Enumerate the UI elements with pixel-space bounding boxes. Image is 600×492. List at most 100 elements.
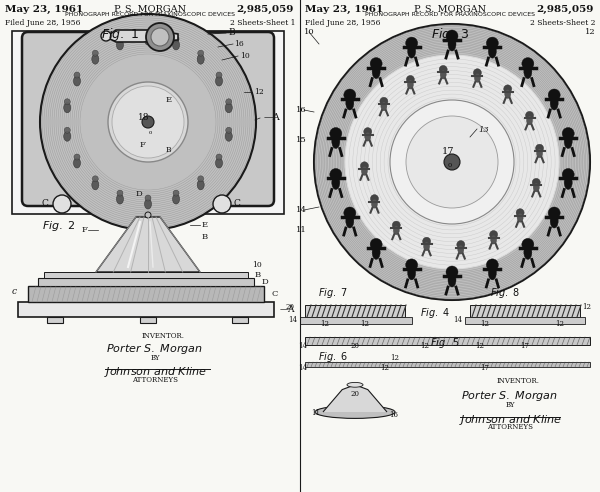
Ellipse shape <box>145 199 151 209</box>
Circle shape <box>444 154 460 170</box>
Text: 11: 11 <box>296 226 307 234</box>
Circle shape <box>344 207 356 219</box>
Ellipse shape <box>215 158 223 168</box>
Text: F: F <box>82 226 88 234</box>
Text: 12: 12 <box>391 354 400 362</box>
Circle shape <box>117 190 123 196</box>
Circle shape <box>64 99 70 105</box>
Ellipse shape <box>488 44 496 58</box>
Circle shape <box>101 31 111 41</box>
Text: Filed June 28, 1956: Filed June 28, 1956 <box>5 19 80 27</box>
Text: 12: 12 <box>421 342 430 350</box>
Text: 12: 12 <box>582 303 591 311</box>
Text: $\mathit{Fig.\ 5}$: $\mathit{Fig.\ 5}$ <box>430 336 460 350</box>
Ellipse shape <box>550 96 558 110</box>
Ellipse shape <box>524 246 532 259</box>
Bar <box>47 317 63 323</box>
Text: 2 Sheets-Sheet 2: 2 Sheets-Sheet 2 <box>530 19 595 27</box>
Text: 12: 12 <box>585 28 596 36</box>
Text: E: E <box>166 96 172 104</box>
Text: 12: 12 <box>380 364 389 372</box>
Circle shape <box>145 195 151 201</box>
Text: PHONOGRAPH RECORD FOR PRAXINOSCOPIC DEVICES: PHONOGRAPH RECORD FOR PRAXINOSCOPIC DEVI… <box>365 12 535 17</box>
Circle shape <box>40 14 256 230</box>
Text: 16: 16 <box>234 40 244 48</box>
Text: May 23, 1961: May 23, 1961 <box>5 5 83 14</box>
Text: B: B <box>228 28 235 37</box>
Circle shape <box>146 23 174 51</box>
Circle shape <box>406 259 418 271</box>
Circle shape <box>532 179 540 186</box>
Circle shape <box>112 86 184 158</box>
Text: 11: 11 <box>311 409 320 417</box>
Ellipse shape <box>448 273 456 287</box>
Ellipse shape <box>215 76 223 86</box>
Ellipse shape <box>346 214 354 228</box>
Circle shape <box>344 89 356 101</box>
Circle shape <box>406 116 498 208</box>
Ellipse shape <box>116 194 124 204</box>
Text: B: B <box>202 233 208 241</box>
Circle shape <box>330 168 342 181</box>
Text: 12: 12 <box>254 88 264 96</box>
Circle shape <box>74 154 80 160</box>
Text: B: B <box>166 146 172 154</box>
Bar <box>140 317 156 323</box>
Text: 14: 14 <box>296 206 307 214</box>
Ellipse shape <box>458 245 464 254</box>
Ellipse shape <box>365 132 371 141</box>
Circle shape <box>151 28 169 46</box>
Text: c: c <box>12 287 17 297</box>
Circle shape <box>198 176 204 182</box>
Text: F: F <box>140 141 146 149</box>
Text: $\mathit{Fig.\ 6}$: $\mathit{Fig.\ 6}$ <box>318 350 348 364</box>
Text: 2 Sheets-Sheet 1: 2 Sheets-Sheet 1 <box>229 19 295 27</box>
Ellipse shape <box>536 149 542 158</box>
Circle shape <box>406 37 418 49</box>
Text: D: D <box>136 190 143 198</box>
Ellipse shape <box>145 35 151 45</box>
Text: $\mathit{Porter\ S.\ Morgan}$: $\mathit{Porter\ S.\ Morgan}$ <box>461 389 559 403</box>
Text: 14: 14 <box>453 316 462 324</box>
Text: 2,985,059: 2,985,059 <box>236 5 294 14</box>
Circle shape <box>422 237 431 245</box>
Ellipse shape <box>64 103 71 113</box>
Text: P. S. MORGAN: P. S. MORGAN <box>414 5 486 14</box>
Bar <box>38 278 254 286</box>
Circle shape <box>314 24 590 300</box>
Ellipse shape <box>347 382 363 387</box>
Ellipse shape <box>64 131 71 141</box>
Text: 14: 14 <box>299 364 308 372</box>
Ellipse shape <box>173 194 179 204</box>
Circle shape <box>344 54 560 270</box>
Circle shape <box>446 30 458 42</box>
Circle shape <box>364 127 372 136</box>
Bar <box>305 305 405 317</box>
Ellipse shape <box>407 80 413 89</box>
Polygon shape <box>106 30 178 42</box>
Circle shape <box>516 209 524 216</box>
Circle shape <box>226 99 232 105</box>
Circle shape <box>446 266 458 278</box>
Bar <box>300 317 412 324</box>
Ellipse shape <box>73 158 80 168</box>
Circle shape <box>145 212 151 218</box>
Text: May 23, 1961: May 23, 1961 <box>305 5 383 14</box>
Text: 17: 17 <box>481 364 490 372</box>
Circle shape <box>548 207 560 219</box>
Ellipse shape <box>315 405 395 418</box>
Text: $\mathit{Fig.\ 7}$: $\mathit{Fig.\ 7}$ <box>318 286 348 300</box>
Ellipse shape <box>372 246 380 259</box>
Ellipse shape <box>564 134 572 149</box>
Text: 12: 12 <box>361 320 370 328</box>
Bar <box>305 337 590 345</box>
Circle shape <box>370 239 382 250</box>
FancyBboxPatch shape <box>22 32 274 206</box>
Ellipse shape <box>517 213 523 222</box>
Ellipse shape <box>524 64 532 79</box>
Text: C: C <box>234 199 241 209</box>
Text: 14: 14 <box>288 316 297 324</box>
Circle shape <box>490 231 497 239</box>
Ellipse shape <box>407 266 416 280</box>
Ellipse shape <box>346 96 354 110</box>
